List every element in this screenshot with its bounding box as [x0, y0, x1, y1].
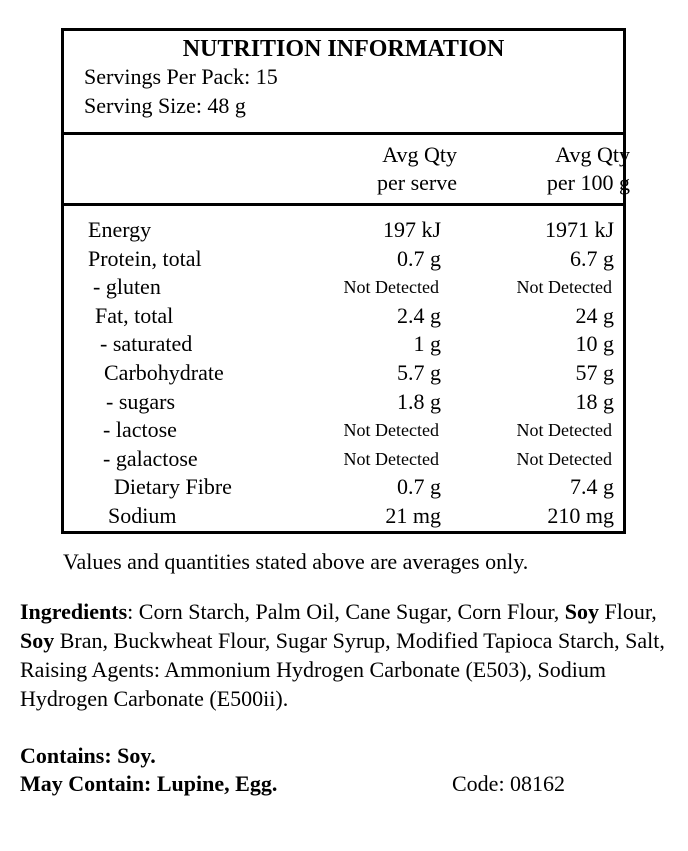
nutrient-name: Dietary Fibre [114, 474, 232, 500]
code: Code: 08162 [452, 771, 566, 796]
column-header: per 100 g [546, 170, 630, 195]
nutrient-value: Not Detected [516, 420, 612, 441]
divider [61, 203, 626, 206]
column-header: per serve [376, 170, 457, 195]
nutrient-value: 0.7 g [397, 474, 441, 500]
nutrient-value: 10 g [575, 331, 615, 357]
ingredient-text: : Corn Starch, Palm Oil, Cane Sugar, Cor… [127, 599, 565, 624]
nutrient-name: Energy [88, 217, 152, 242]
nutrient-value: 24 g [575, 302, 615, 328]
contains: Contains: Soy. [20, 743, 156, 768]
nutrient-value: 6.7 g [570, 245, 614, 271]
nutrient-value: 21 mg [385, 503, 441, 528]
ingredient-bold: Ingredients [20, 599, 128, 624]
nutrient-name: - lactose [103, 417, 177, 443]
nutrient-name: Protein, total [88, 245, 202, 271]
nutrient-value: Not Detected [343, 448, 439, 469]
nutrient-name: - galactose [103, 445, 198, 471]
divider [61, 132, 626, 135]
serving-size: Serving Size: 48 g [84, 93, 246, 118]
servings: Servings Per Pack: 15 [84, 64, 278, 89]
nutrient-name: - gluten [93, 274, 161, 300]
nutrient-value: 18 g [575, 388, 615, 414]
panel-title: NUTRITION INFORMATION [182, 36, 505, 62]
column-header: Avg Qty [382, 142, 457, 167]
ingredient-bold: Soy [20, 628, 55, 653]
nutrient-value: Not Detected [516, 448, 612, 469]
ingredients: Ingredients: Corn Starch, Palm Oil, Cane… [20, 597, 680, 713]
nutrient-value: 1.8 g [397, 388, 441, 414]
nutrient-value: 210 mg [547, 503, 614, 528]
nutrient-name: - saturated [100, 331, 193, 357]
nutrient-value: 197 kJ [382, 217, 441, 242]
ingredient-text: Flour, [599, 599, 657, 624]
nutrient-value: 2.4 g [397, 302, 441, 328]
nutrient-value: Not Detected [516, 277, 612, 298]
nutrient-value: 7.4 g [570, 474, 614, 500]
may-contain: May Contain: Lupine, Egg. [20, 771, 278, 796]
nutrient-value: 57 g [575, 360, 615, 385]
nutrient-value: 0.7 g [397, 245, 441, 271]
nutrient-name: Carbohydrate [104, 360, 224, 385]
nutrient-name: - sugars [106, 388, 176, 414]
nutrient-value: 1 g [413, 331, 442, 357]
column-header: Avg Qty [555, 142, 630, 167]
nutrient-value: 5.7 g [397, 360, 441, 385]
ingredient-text: Bran, Buckwheat Flour, Sugar Syrup, Modi… [20, 628, 665, 711]
nutrient-name: Fat, total [95, 302, 174, 328]
nutrient-value: Not Detected [343, 277, 439, 298]
nutrient-value: 1971 kJ [544, 217, 614, 242]
ingredient-bold: Soy [564, 599, 600, 624]
nutrition-panel [61, 28, 626, 534]
nutrient-name: Sodium [108, 503, 177, 528]
note: Values and quantities stated above are a… [63, 549, 529, 574]
nutrient-value: Not Detected [343, 420, 439, 441]
